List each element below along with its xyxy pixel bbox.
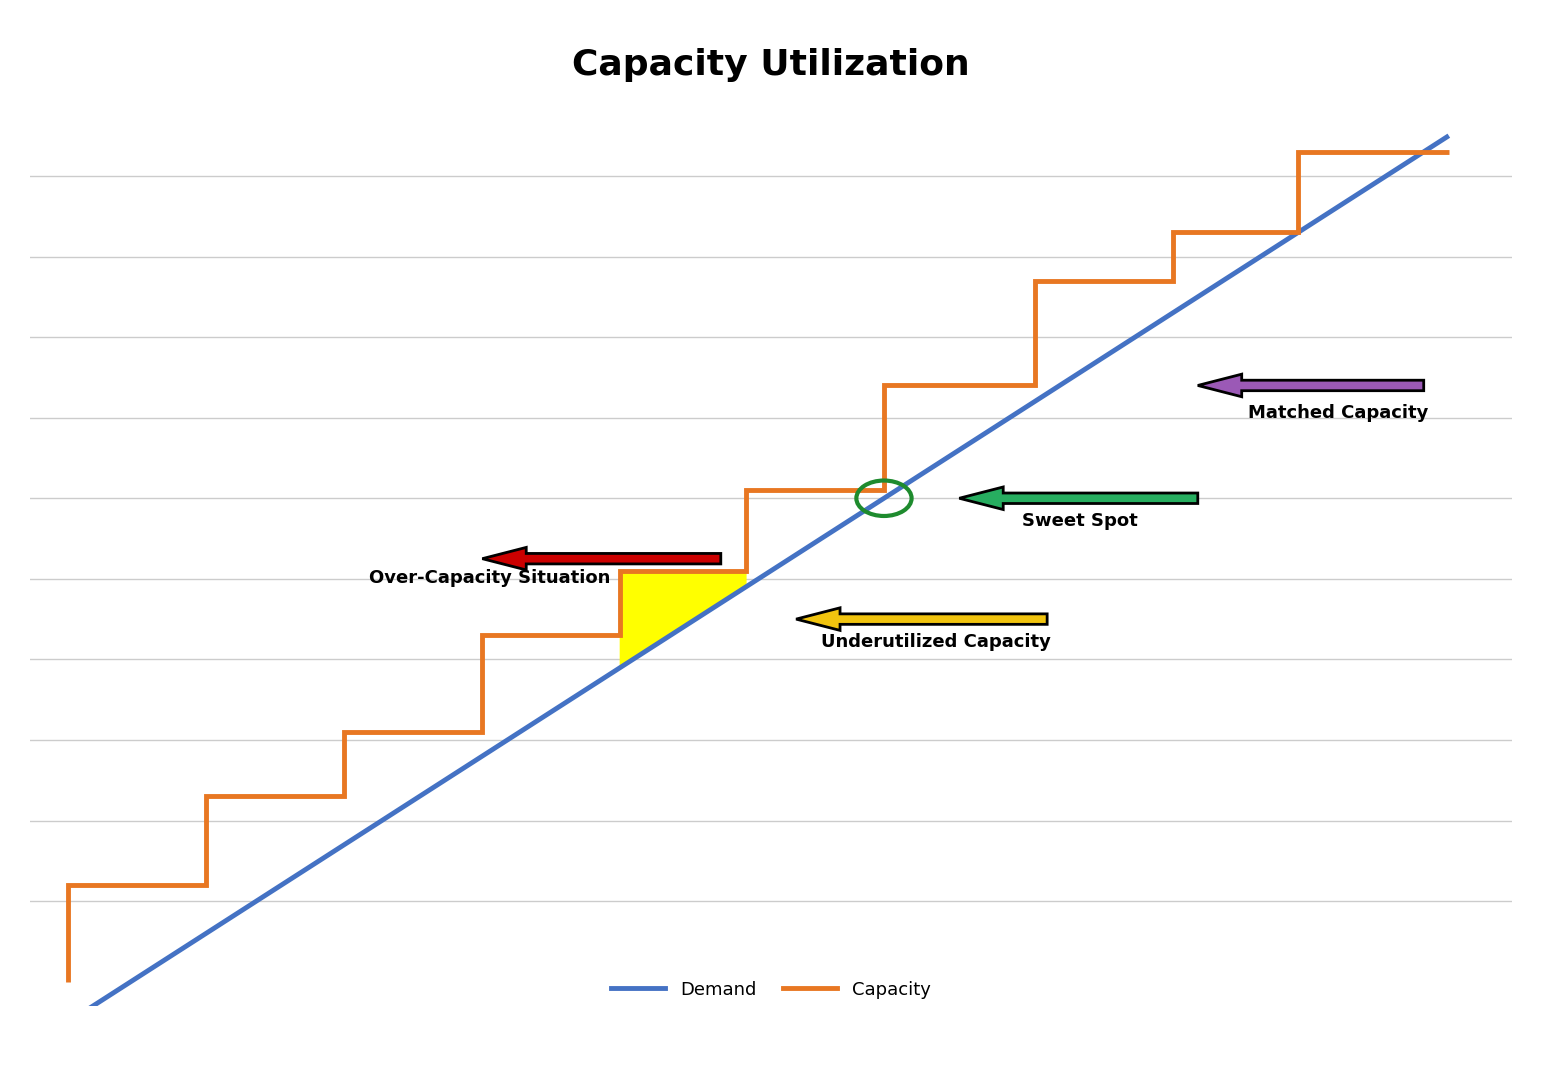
FancyArrow shape <box>796 608 1047 630</box>
Text: Sweet Spot: Sweet Spot <box>1022 513 1138 530</box>
FancyArrow shape <box>483 547 720 570</box>
FancyArrow shape <box>959 487 1198 509</box>
Polygon shape <box>620 571 746 668</box>
Legend: Demand, Capacity: Demand, Capacity <box>604 973 938 1006</box>
FancyArrow shape <box>1198 375 1423 396</box>
Text: Underutilized Capacity: Underutilized Capacity <box>822 633 1052 652</box>
Title: Capacity Utilization: Capacity Utilization <box>572 48 970 81</box>
Text: Over-Capacity Situation: Over-Capacity Situation <box>370 569 611 586</box>
Text: Matched Capacity: Matched Capacity <box>1247 404 1428 421</box>
